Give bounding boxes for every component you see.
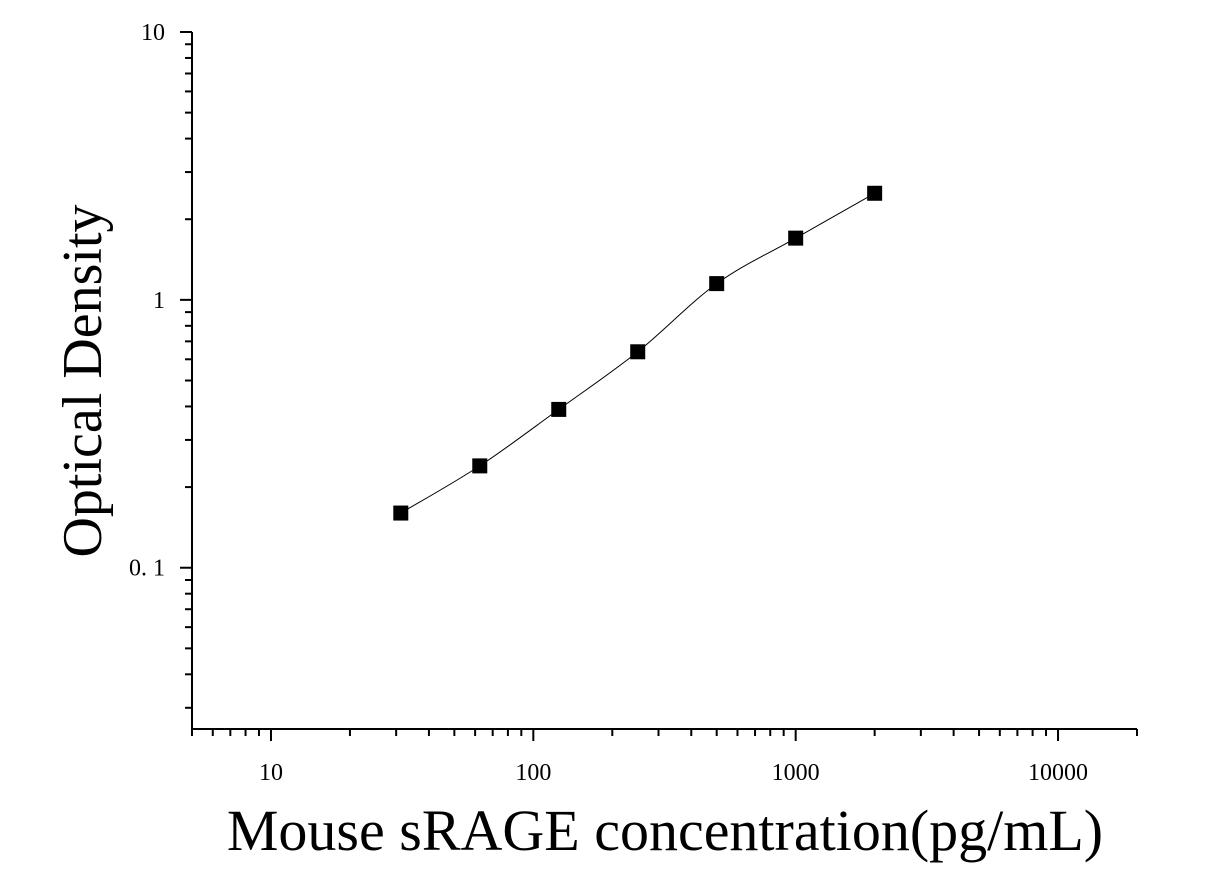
ticks — [180, 31, 1138, 741]
y-tick-label: 10 — [141, 20, 165, 46]
data-point — [709, 276, 725, 292]
y-tick-label: 0. 1 — [129, 556, 165, 582]
y-tick-label: 1 — [153, 288, 165, 314]
y-axis-title: Optical Density — [52, 204, 114, 557]
x-tick-label: 1000 — [772, 760, 820, 786]
axes — [191, 32, 1137, 730]
data-markers — [393, 185, 883, 521]
tick-labels: 10 100 1000 10000 0. 1 1 10 — [129, 20, 1088, 786]
data-point — [551, 401, 567, 417]
data-point — [630, 344, 646, 360]
data-point — [393, 505, 409, 521]
data-point — [788, 230, 804, 246]
data-point — [867, 185, 883, 201]
x-tick-label: 100 — [515, 760, 551, 786]
x-tick-label: 10000 — [1028, 760, 1088, 786]
x-axis-title: Mouse sRAGE concentration(pg/mL) — [227, 798, 1103, 863]
x-tick-label: 10 — [259, 760, 283, 786]
data-point — [472, 458, 488, 474]
